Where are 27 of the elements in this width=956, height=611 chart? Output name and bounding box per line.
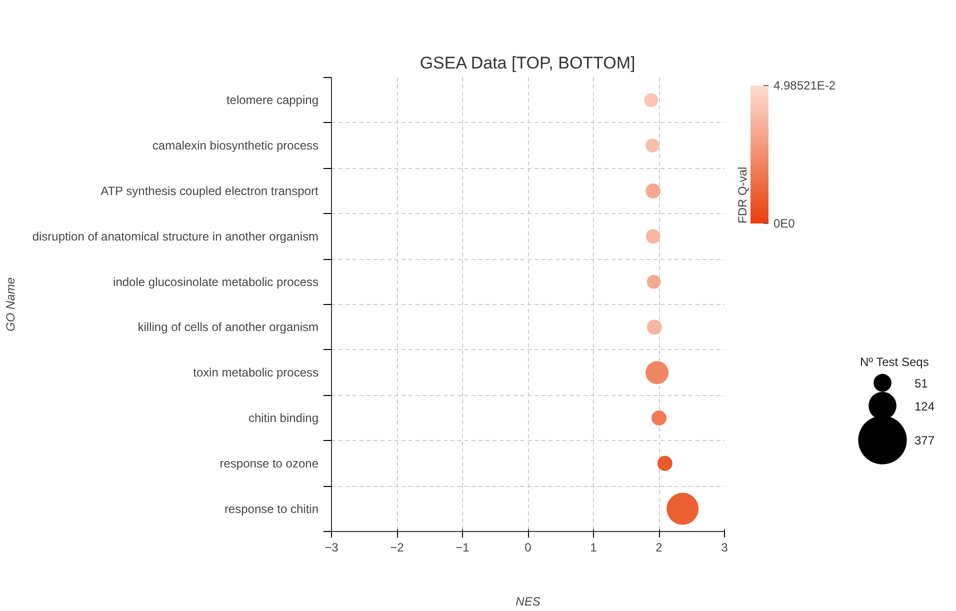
y-tick-label: response to ozone — [220, 456, 319, 470]
x-tick-label: −2 — [390, 540, 404, 554]
y-tick-label: camalexin biosynthetic process — [152, 138, 318, 153]
color-bar-label: 4.98521E-2 — [774, 78, 836, 92]
x-tick-label: 2 — [656, 540, 663, 554]
x-axis-title: NES — [516, 594, 540, 608]
legend-label: 124 — [914, 399, 935, 414]
y-tick-label: response to chitin — [224, 502, 319, 516]
x-tick-label: −3 — [324, 540, 339, 554]
x-tick-label: 0 — [524, 540, 532, 554]
chart-title: GSEA Data [TOP, BOTTOM] — [420, 54, 636, 72]
y-tick-label: killing of cells of another organism — [138, 320, 319, 334]
y-tick-label: ATP synthesis coupled electron transport — [100, 184, 319, 198]
y-tick-label: disruption of anatomical structure in another organism — [32, 229, 319, 244]
legend-label: 51 — [914, 376, 928, 390]
y-tick-label: toxin metabolic process — [193, 366, 318, 380]
y-tick-label: chitin binding — [248, 411, 319, 425]
color-bar-title: FDR Q-val — [736, 166, 750, 224]
x-tick-label: −1 — [456, 540, 470, 554]
x-tick-label: 1 — [590, 540, 598, 554]
legend-title: Nº Test Seqs — [860, 355, 929, 370]
y-tick-label: telomere capping — [226, 93, 319, 108]
legend-label: 377 — [914, 434, 935, 448]
y-axis-title: GO Name — [3, 277, 18, 332]
x-tick-label: 3 — [721, 540, 728, 554]
color-bar-label: 0E0 — [774, 216, 796, 230]
y-tick-label: indole glucosinolate metabolic process — [113, 274, 318, 289]
